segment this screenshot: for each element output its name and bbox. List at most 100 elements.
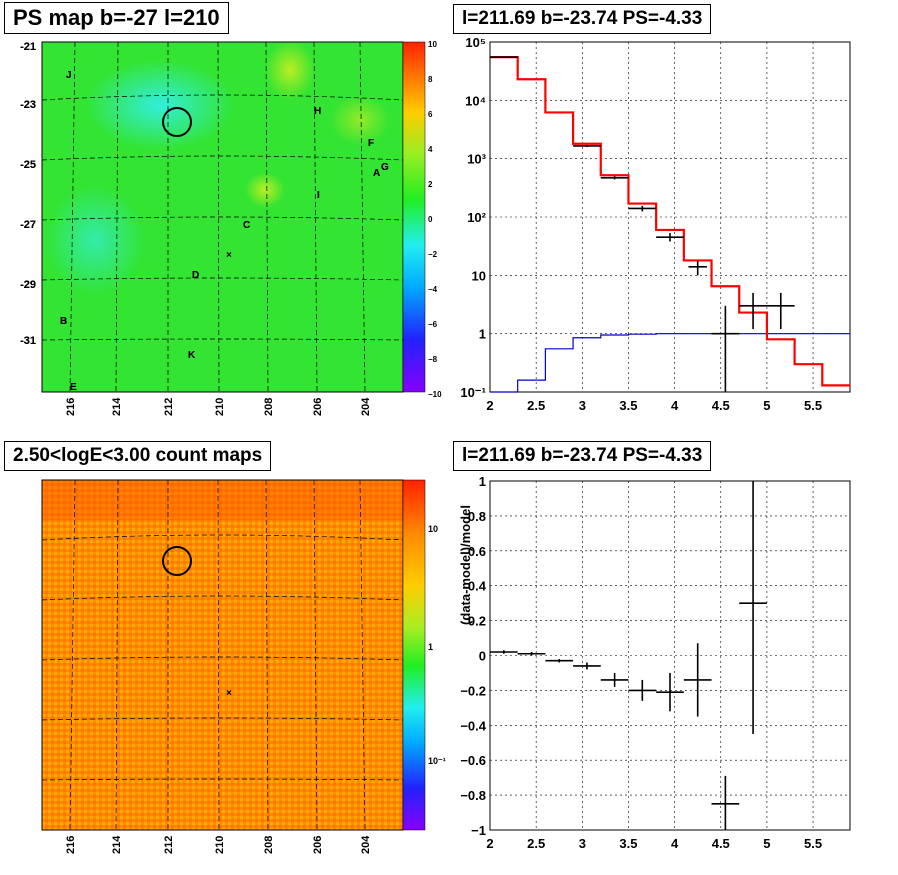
count-colorbar-tick: 10⁻¹ (428, 756, 446, 766)
map-x-tick-label: 208 (263, 836, 275, 854)
map-x-tick-label: 204 (360, 835, 372, 854)
spectrum-y-tick-label: 10 (472, 268, 486, 283)
spectrum-y-tick-label: 10⁵ (465, 35, 486, 50)
svg-text:×: × (226, 688, 232, 699)
residual-x-tick-label: 3.5 (619, 836, 637, 851)
map-x-tick-label: 216 (65, 398, 77, 416)
map-region-label: B (60, 316, 67, 327)
ps-colorbar-tick: 6 (428, 110, 433, 119)
map-y-tick-label: -31 (20, 335, 36, 347)
map-y-tick-label: -23 (20, 99, 36, 111)
map-region-label: I (317, 190, 320, 201)
count-map-grid (41, 479, 404, 831)
residual-x-tick-label: 4.5 (712, 836, 730, 851)
map-y-tick-label: -27 (20, 219, 36, 231)
spectrum-y-tick-label: 10⁻¹ (460, 385, 486, 400)
ps-colorbar-tick: 2 (428, 180, 433, 189)
background-model-histogram (490, 333, 850, 393)
map-region-label: G (381, 162, 389, 173)
spectrum-y-tick-label: 1 (479, 327, 486, 342)
residual-y-tick-label: 0.4 (468, 579, 487, 594)
spectrum-x-tick-label: 3 (579, 398, 586, 413)
map-region-label: H (314, 106, 321, 117)
ps-colorbar-tick: 0 (428, 215, 433, 224)
ps-colorbar-tick: 4 (428, 145, 433, 154)
residual-y-axis-label: (data-model)/model (458, 505, 473, 625)
map-x-tick-label: 206 (312, 836, 324, 854)
count-colorbar-tick: 10 (428, 524, 438, 534)
map-x-tick-label: 214 (111, 397, 123, 416)
map-region-label: D (192, 270, 199, 281)
map-x-tick-label: 214 (111, 835, 123, 854)
spectrum-x-tick-label: 2 (486, 398, 493, 413)
ps-map-grid (41, 41, 404, 393)
spectrum-x-tick-label: 4 (671, 398, 679, 413)
model-histogram (490, 56, 850, 387)
map-y-tick-label: -21 (20, 41, 36, 53)
residual-y-tick-label: 0.2 (468, 614, 486, 629)
spectrum-y-tick-label: 10³ (467, 152, 486, 167)
ps-map-title: PS map b=-27 l=210 (4, 2, 229, 34)
map-region-label: C (243, 220, 250, 231)
map-region-label: G (381, 162, 389, 173)
map-y-tick-label: -21 (20, 41, 36, 53)
spectrum-x-tick-label: 4.5 (712, 398, 730, 413)
map-y-tick-label: -27 (20, 219, 36, 231)
residual-y-tick-label: 0.6 (468, 544, 486, 559)
map-x-tick-label: 212 (163, 836, 175, 854)
map-region-label: E (70, 382, 77, 393)
spectrum-y-tick-label: 10² (467, 210, 486, 225)
residual-x-tick-label: 2.5 (527, 836, 545, 851)
residual-y-tick-label: −1 (471, 823, 486, 838)
map-region-label: C (243, 220, 250, 231)
map-x-tick-label: 212 (163, 398, 175, 416)
ps-colorbar-tick: 10 (428, 40, 437, 49)
map-region-label: H (314, 106, 321, 117)
map-region-label: I (317, 190, 320, 201)
ps-colorbar-tick: −8 (428, 355, 438, 364)
residual-y-tick-label: −0.4 (460, 718, 486, 733)
residual-title: l=211.69 b=-23.74 PS=-4.33 (453, 441, 712, 471)
map-region-label: J (66, 70, 72, 81)
map-region-label: A (373, 168, 380, 179)
ps-map-source-circle: × (162, 107, 232, 261)
residual-y-tick-label: −0.2 (460, 683, 486, 698)
ps-colorbar-tick: −4 (428, 285, 438, 294)
residual-y-tick-label: 1 (479, 474, 486, 489)
spectrum-y-tick-label: 10⁴ (465, 93, 486, 108)
residual-x-tick-label: 4 (671, 836, 679, 851)
map-region-label: K (188, 350, 196, 361)
spectrum-x-tick-label: 5 (763, 398, 770, 413)
residual-y-tick-label: 0.8 (468, 509, 486, 524)
residual-y-tick-label: −0.6 (460, 753, 486, 768)
spectrum-frame (489, 41, 851, 393)
map-x-tick-label: 210 (214, 398, 226, 416)
spectrum-x-tick-label: 3.5 (619, 398, 637, 413)
map-y-tick-label: -25 (20, 159, 36, 171)
map-y-tick-label: -29 (20, 279, 36, 291)
residual-x-tick-label: 2 (486, 836, 493, 851)
map-x-tick-label: 208 (263, 398, 275, 416)
map-y-tick-label: -29 (20, 279, 36, 291)
spectrum-title: l=211.69 b=-23.74 PS=-4.33 (453, 4, 712, 34)
map-y-tick-label: -25 (20, 159, 36, 171)
residual-x-tick-label: 5.5 (804, 836, 822, 851)
map-x-tick-label: 204 (360, 397, 372, 416)
residual-x-tick-label: 3 (579, 836, 586, 851)
ps-colorbar-tick: −2 (428, 250, 438, 259)
ps-colorbar-tick: −10 (428, 390, 442, 399)
map-y-tick-label: -23 (20, 99, 36, 111)
residual-y-tick-label: 0 (479, 649, 486, 664)
count-colorbar (402, 479, 426, 831)
residual-x-tick-label: 5 (763, 836, 770, 851)
count-map-title: 2.50<logE<3.00 count maps (4, 441, 272, 471)
spectrum-x-tick-label: 5.5 (804, 398, 822, 413)
map-region-label: J (66, 70, 72, 81)
svg-text:×: × (226, 250, 232, 261)
spectrum-x-tick-label: 2.5 (527, 398, 545, 413)
map-x-tick-label: 206 (312, 398, 324, 416)
map-region-label: D (192, 270, 199, 281)
count-map-image (41, 479, 404, 831)
ps-colorbar-tick: −6 (428, 320, 438, 329)
